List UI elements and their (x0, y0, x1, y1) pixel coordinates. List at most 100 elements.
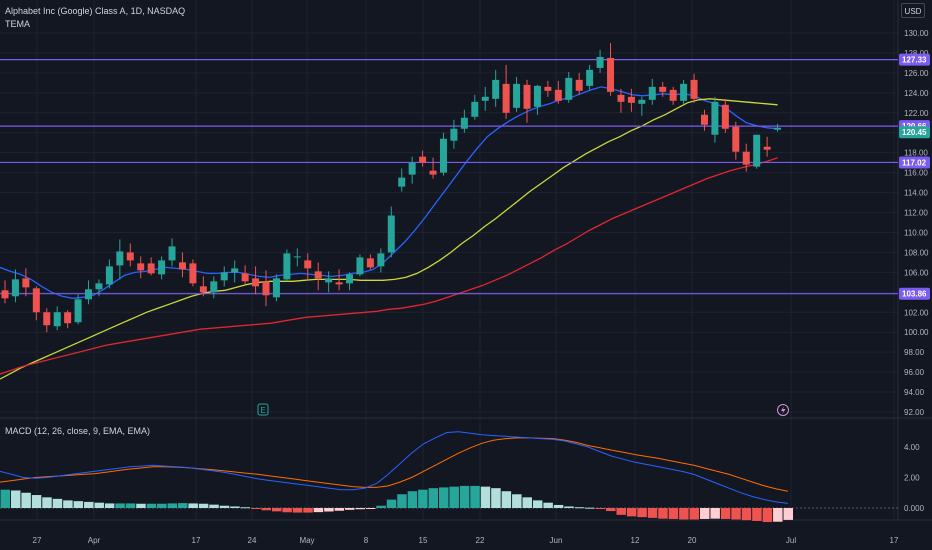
candle-body (533, 85, 541, 107)
candle-body (199, 286, 207, 293)
price-tick-label: 116.00 (904, 169, 928, 178)
macd-histogram-bar (407, 491, 418, 508)
candle-body (523, 84, 531, 109)
macd-histogram-bar (282, 508, 292, 513)
macd-histogram-bar (491, 488, 501, 508)
macd-histogram-bar (449, 486, 459, 508)
macd-histogram-bar (219, 505, 230, 508)
candle-body (210, 281, 218, 293)
macd-histogram-bar (679, 508, 689, 520)
candle-body (74, 299, 82, 323)
candle-body (304, 260, 312, 269)
price-axis[interactable]: 92.0094.0096.0098.00100.00102.00104.0010… (904, 29, 929, 513)
price-tick-label: 98.00 (904, 348, 925, 357)
macd-histogram-bar (146, 503, 157, 508)
dividend-lightning-icon[interactable] (777, 404, 789, 416)
macd-histogram-bar (251, 508, 261, 509)
macd-histogram-bar (428, 488, 439, 508)
macd-histogram-bar (136, 503, 146, 508)
macd-histogram-bar (345, 508, 355, 510)
macd-histogram-bar (606, 508, 616, 512)
macd-histogram-bar (324, 508, 334, 512)
candle-body (700, 114, 708, 125)
candle-body (314, 271, 322, 279)
level-price-tag (899, 287, 930, 300)
macd-histogram-bar (73, 501, 84, 508)
candle-body (11, 279, 19, 297)
candle-body (53, 312, 61, 327)
candle-body (283, 253, 291, 280)
macd-histogram-bar (188, 503, 198, 508)
macd-histogram-bar (334, 508, 345, 511)
macd-tick-label: 2.00 (904, 474, 920, 483)
macd-histogram-bar (564, 506, 574, 508)
macd-histogram-bar (512, 494, 522, 508)
candle-body (22, 278, 30, 288)
macd-histogram-bar (84, 501, 94, 508)
ema_fast-line (0, 86, 778, 299)
macd-histogram-bar (397, 494, 407, 508)
candle-body (168, 246, 176, 261)
macd-histogram-bar (230, 506, 240, 508)
candle-body (137, 263, 145, 271)
macd-histogram-bar (501, 491, 512, 508)
macd-histogram-bar (470, 485, 480, 508)
price-tick-label: 114.00 (904, 189, 928, 198)
candle-body (32, 288, 40, 313)
macd-histogram-bar (585, 507, 595, 509)
macd-histogram-bar (313, 508, 324, 513)
earnings-icon[interactable]: E (257, 403, 269, 416)
candle-body (450, 128, 458, 141)
indicator-label[interactable]: TEMA (5, 19, 31, 29)
macd-histogram-bar (720, 508, 731, 519)
event-markers[interactable]: E (257, 403, 789, 416)
macd-histogram-bar (699, 508, 710, 519)
macd-histogram-bar (731, 508, 741, 520)
candle-body (753, 134, 761, 167)
candle-body (586, 69, 594, 86)
time-axis[interactable]: 27 Apr 17 24 May 8 15 22 Jun 12 20 Jul 17 (33, 536, 899, 545)
candle-body (398, 177, 406, 187)
candle-body (387, 215, 395, 253)
macd-histogram-bar (31, 495, 42, 508)
candle-body (158, 260, 166, 275)
candle-body (471, 101, 479, 117)
time-tick-label: Jul (786, 536, 796, 545)
candle-body (85, 289, 93, 300)
currency-button[interactable]: USD (901, 3, 925, 18)
time-tick-label: 17 (192, 536, 201, 545)
time-tick-label: 22 (476, 536, 485, 545)
candle-body (774, 127, 782, 130)
macd-histogram-bar (783, 508, 793, 520)
macd-histogram-bar (271, 508, 282, 512)
candle-body (460, 117, 468, 129)
macd-histogram-bar (522, 497, 532, 508)
time-tick-label: 17 (890, 536, 899, 545)
candle-body (502, 83, 510, 113)
symbol-title[interactable]: Alphabet Inc (Google) Class A, 1D, NASDA… (5, 6, 186, 16)
macd-histogram-bar (626, 508, 637, 517)
level-price-label: 127.33 (902, 56, 927, 65)
price-tick-label: 100.00 (904, 328, 929, 337)
ema_slow-line (0, 157, 778, 375)
macd-histogram-bar (595, 508, 606, 509)
macd-histogram-bar (292, 508, 303, 513)
time-tick-label: May (299, 536, 314, 545)
candle-body (742, 151, 750, 165)
candle-body (241, 273, 249, 282)
macd-histogram-bar (386, 499, 397, 508)
horizontal-levels[interactable] (0, 59, 898, 295)
candle-body (575, 79, 583, 91)
macd-histogram-bar (198, 503, 209, 508)
candle-body (648, 86, 656, 100)
macd-label[interactable]: MACD (12, 26, close, 9, EMA, EMA) (5, 426, 151, 436)
macd-histogram-bar (741, 508, 752, 521)
candle-body (659, 86, 667, 92)
macd-histogram-bar (752, 508, 762, 521)
candle-body (178, 262, 186, 270)
macd-histogram-bar (637, 508, 647, 518)
candle-body (419, 156, 427, 163)
candle-body (669, 89, 677, 101)
